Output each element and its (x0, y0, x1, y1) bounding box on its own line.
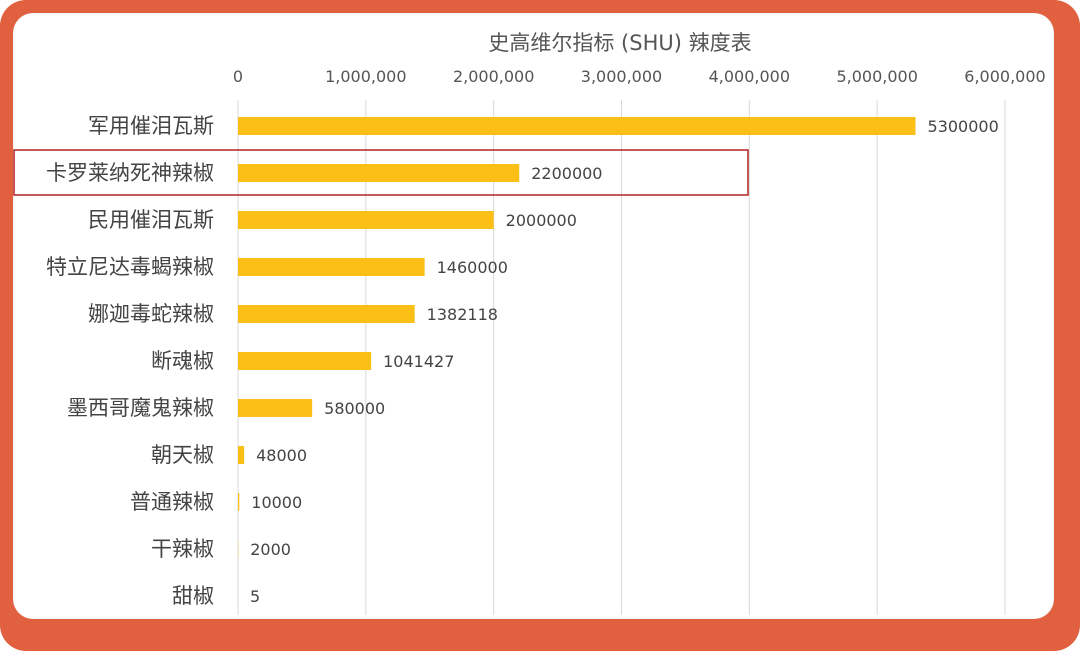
category-label: 朝天椒 (151, 443, 214, 467)
x-tick-label: 4,000,000 (709, 67, 790, 86)
grid-lines (237, 100, 1006, 615)
x-tick-label: 5,000,000 (836, 67, 917, 86)
data-labels: 5300000 2200000 2000000 1460000 1382118 10414… (250, 117, 999, 606)
category-label: 军用催泪瓦斯 (88, 114, 214, 138)
x-tick-label: 2,000,000 (453, 67, 534, 86)
data-label: 2200000 (531, 164, 602, 183)
bar (238, 117, 916, 135)
data-label: 1041427 (383, 352, 454, 371)
data-label: 2000 (250, 540, 291, 559)
bar (238, 399, 313, 417)
category-label: 普通辣椒 (130, 490, 214, 514)
category-label: 干辣椒 (151, 537, 214, 561)
category-label: 甜椒 (172, 584, 214, 608)
bar (238, 493, 240, 511)
bar (238, 446, 245, 464)
data-label: 1460000 (437, 258, 508, 277)
data-label: 1382118 (427, 305, 498, 324)
data-label: 2000000 (506, 211, 577, 230)
bar (238, 305, 415, 323)
x-tick-label: 1,000,000 (325, 67, 406, 86)
bar (238, 352, 372, 370)
data-label: 5300000 (928, 117, 999, 136)
category-label: 娜迦毒蛇辣椒 (88, 302, 214, 326)
bar (238, 258, 425, 276)
x-tick-label: 0 (233, 67, 243, 86)
data-label: 10000 (251, 493, 302, 512)
data-label: 5 (250, 587, 260, 606)
chart-panel (13, 13, 1054, 619)
category-label: 卡罗莱纳死神辣椒 (46, 161, 214, 185)
category-label: 民用催泪瓦斯 (88, 208, 214, 232)
category-label: 特立尼达毒蝎辣椒 (46, 255, 214, 279)
x-axis-ticks: 0 1,000,000 2,000,000 3,000,000 4,000,000 5,0… (233, 67, 1046, 86)
data-label: 580000 (324, 399, 385, 418)
x-tick-label: 6,000,000 (964, 67, 1045, 86)
category-label: 墨西哥魔鬼辣椒 (67, 396, 214, 420)
bar (238, 164, 520, 182)
bars (238, 117, 916, 605)
bar (238, 211, 494, 229)
data-label: 48000 (256, 446, 307, 465)
category-labels: 军用催泪瓦斯卡罗莱纳死神辣椒民用催泪瓦斯特立尼达毒蝎辣椒娜迦毒蛇辣椒断魂椒墨西哥… (46, 114, 214, 608)
x-tick-label: 3,000,000 (581, 67, 662, 86)
category-label: 断魂椒 (151, 349, 214, 373)
chart-title: 史高维尔指标 (SHU) 辣度表 (488, 31, 751, 55)
highlight-box (13, 149, 749, 196)
